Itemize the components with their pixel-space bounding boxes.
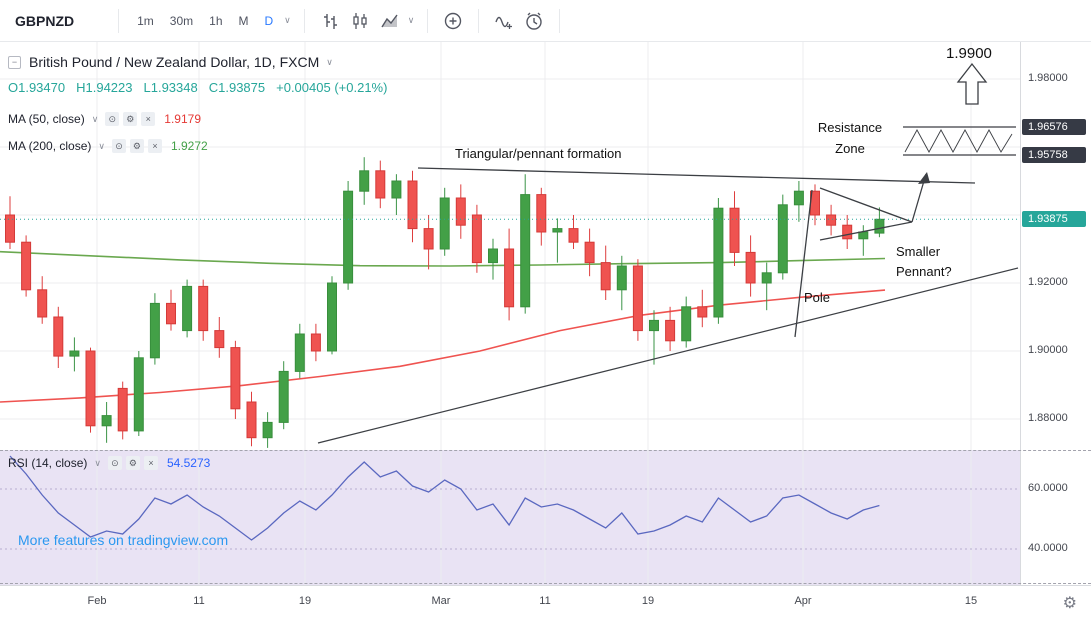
interval-D[interactable]: D <box>264 13 274 28</box>
chart-title: British Pound / New Zealand Dollar, 1D, … <box>29 54 320 70</box>
rsi-label[interactable]: RSI (14, close) <box>8 456 88 470</box>
symbol-button[interactable]: GBPNZD <box>15 12 75 29</box>
interval-M[interactable]: M <box>238 13 249 28</box>
tradingview-watermark[interactable]: More features on tradingview.com <box>18 532 229 548</box>
close-value: C1.93875 <box>208 80 266 95</box>
annotation-resistance-line2: Zone <box>835 141 865 156</box>
interval-dropdown-chevron[interactable]: ∨ <box>284 15 291 25</box>
rsi-value: 54.5273 <box>166 456 211 470</box>
rsi-pane[interactable]: RSI (14, close) ∨ ⊙ ⚙ × 54.5273 More fea… <box>0 450 1020 585</box>
bars-style-icon[interactable] <box>315 6 345 36</box>
top-toolbar: GBPNZD 1m 30m 1h M D ∨ ∨ <box>0 0 1091 42</box>
price-grid-label: 1.88000 <box>1028 412 1068 424</box>
current-price-badge: 1.93875 <box>1022 211 1086 228</box>
time-label: 19 <box>298 595 312 607</box>
annotation-smaller-line1: Smaller <box>896 244 941 259</box>
rsi-delete-icon[interactable]: × <box>143 456 158 470</box>
ma200-visibility-icon[interactable]: ⊙ <box>111 139 126 153</box>
annotation-smaller-pennant: Smaller Pennant? <box>896 242 952 282</box>
ma200-legend-row: MA (200, close) ∨ ⊙ ⚙ × 1.9272 <box>8 139 208 153</box>
price-grid-label: 1.90000 <box>1028 344 1068 356</box>
rsi-settings-icon[interactable]: ⚙ <box>125 456 140 470</box>
toolbar-separator <box>118 8 120 33</box>
ma200-value: 1.9272 <box>170 139 208 153</box>
candlestick-chart <box>0 42 1020 450</box>
time-label: 11 <box>539 595 551 607</box>
rsi-visibility-icon[interactable]: ⊙ <box>107 456 122 470</box>
annotation-resistance-line1: Resistance <box>817 120 883 135</box>
time-label: Mar <box>431 595 451 607</box>
ma50-visibility-icon[interactable]: ⊙ <box>105 112 120 126</box>
ma200-chevron[interactable]: ∨ <box>98 140 105 151</box>
annotation-pennant-formation: Triangular/pennant formation <box>455 146 622 161</box>
candles-style-icon[interactable] <box>345 6 375 36</box>
interval-30m[interactable]: 30m <box>169 13 194 28</box>
alert-icon[interactable] <box>519 6 549 36</box>
symbol-menu-chevron[interactable]: ∨ <box>326 56 333 67</box>
area-style-icon[interactable] <box>375 6 405 36</box>
toolbar-separator <box>427 8 429 33</box>
rsi-grid-label: 40.0000 <box>1028 542 1068 554</box>
ohlc-row: O1.93470 H1.94223 L1.93348 C1.93875 +0.0… <box>8 80 394 95</box>
main-chart-pane[interactable]: − British Pound / New Zealand Dollar, 1D… <box>0 42 1020 450</box>
low-value: L1.93348 <box>143 80 198 95</box>
rsi-legend-row: RSI (14, close) ∨ ⊙ ⚙ × 54.5273 <box>8 456 210 470</box>
change-value: +0.00405 (+0.21%) <box>276 80 388 95</box>
ma50-label[interactable]: MA (50, close) <box>8 112 85 126</box>
ma200-delete-icon[interactable]: × <box>147 139 162 153</box>
high-value: H1.94223 <box>76 80 133 95</box>
rsi-plot <box>0 450 1020 585</box>
time-axis[interactable]: ⚙ Feb 11 19 Mar 11 19 Apr 15 <box>0 585 1091 619</box>
rsi-chevron[interactable]: ∨ <box>94 457 101 468</box>
ma50-settings-icon[interactable]: ⚙ <box>123 112 138 126</box>
rsi-grid-label: 60.0000 <box>1028 482 1068 494</box>
time-label: 11 <box>193 595 205 607</box>
pane-divider[interactable] <box>0 583 1091 584</box>
interval-switcher: 1m 30m 1h M D <box>129 10 281 32</box>
ma200-settings-icon[interactable]: ⚙ <box>129 139 144 153</box>
ma200-label[interactable]: MA (200, close) <box>8 139 92 153</box>
interval-1h[interactable]: 1h <box>209 13 223 28</box>
compare-icon[interactable] <box>438 6 468 36</box>
annotation-price-target: 1.9900 <box>946 45 992 62</box>
indicators-icon[interactable] <box>489 6 519 36</box>
price-grid-label: 1.98000 <box>1028 72 1068 84</box>
time-label: 15 <box>964 595 978 607</box>
ma50-legend-row: MA (50, close) ∨ ⊙ ⚙ × 1.9179 <box>8 112 201 126</box>
price-axis[interactable]: 1.98000 1.92000 1.90000 1.88000 1.96576 1.957… <box>1020 42 1091 585</box>
ma50-value: 1.9179 <box>164 112 201 126</box>
pane-divider[interactable] <box>0 450 1091 451</box>
chart-legend: − British Pound / New Zealand Dollar, 1D… <box>8 54 336 70</box>
ma50-chevron[interactable]: ∨ <box>91 113 99 124</box>
annotation-smaller-line2: Pennant? <box>896 264 952 279</box>
settings-gear-icon[interactable]: ⚙ <box>1062 595 1077 612</box>
toolbar-separator <box>478 8 480 33</box>
time-label: Feb <box>87 595 107 607</box>
toolbar-separator <box>559 8 561 33</box>
price-grid-label: 1.92000 <box>1028 276 1068 288</box>
chart-style-dropdown-chevron[interactable]: ∨ <box>407 15 415 25</box>
level-price-badge: 1.96576 <box>1022 119 1086 136</box>
interval-1m[interactable]: 1m <box>137 13 154 28</box>
level-price-badge: 1.95758 <box>1022 147 1086 164</box>
annotation-pole: Pole <box>804 290 831 305</box>
toolbar-separator <box>303 8 305 33</box>
annotation-resistance-zone: Resistance Zone <box>805 117 895 159</box>
ma50-delete-icon[interactable]: × <box>141 112 156 126</box>
collapse-legend-icon[interactable]: − <box>8 55 21 69</box>
time-label: Apr <box>794 595 812 607</box>
time-label: 19 <box>641 595 655 607</box>
open-value: O1.93470 <box>8 80 66 95</box>
